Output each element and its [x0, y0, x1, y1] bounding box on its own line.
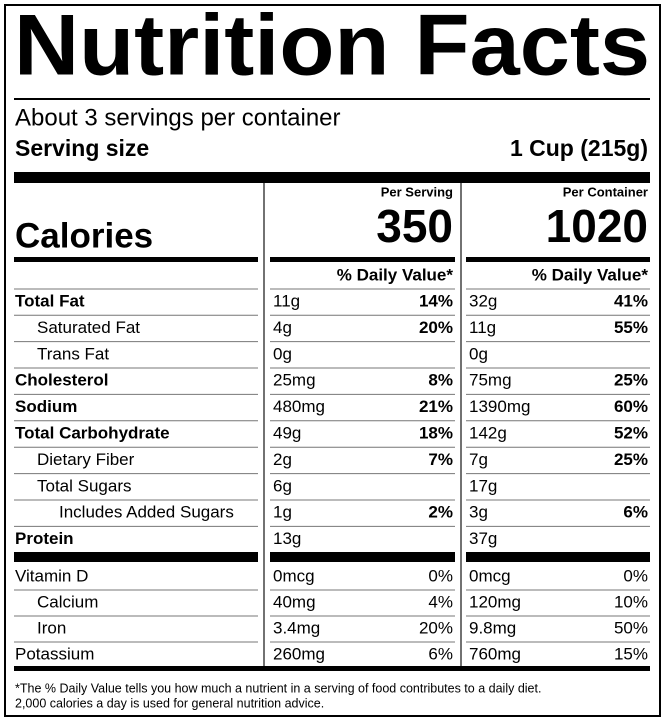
rule	[466, 257, 650, 262]
container-amount: 760mg	[469, 644, 521, 663]
serving-dv: 21%	[419, 397, 453, 416]
container-amount: 0mcg	[469, 566, 511, 585]
nutrient-name: Total Fat	[15, 291, 85, 310]
serving-amount: 2g	[273, 450, 292, 469]
serving-amount: 6g	[273, 476, 292, 495]
container-dv: 55%	[614, 318, 648, 337]
container-dv: 60%	[614, 397, 648, 416]
dv-header: % Daily Value*	[337, 265, 454, 284]
container-amount: 0g	[469, 344, 488, 363]
container-amount: 1390mg	[469, 397, 530, 416]
rule	[14, 666, 650, 671]
thick-rule	[270, 552, 455, 562]
calories-serving: 350	[376, 200, 453, 252]
container-dv: 50%	[614, 618, 648, 637]
container-amount: 17g	[469, 476, 497, 495]
container-dv: 25%	[614, 371, 648, 390]
serving-amount: 260mg	[273, 644, 325, 663]
footnote: 2,000 calories a day is used for general…	[15, 696, 324, 710]
serving-dv: 20%	[419, 318, 453, 337]
title: Nutrition Facts	[14, 0, 650, 94]
container-dv: 25%	[614, 450, 648, 469]
nutrient-name: Total Carbohydrate	[15, 423, 170, 442]
container-amount: 9.8mg	[469, 618, 516, 637]
serving-amount: 480mg	[273, 397, 325, 416]
container-amount: 75mg	[469, 371, 512, 390]
serving-size: 1 Cup (215g)	[510, 135, 648, 161]
nutrient-name: Potassium	[15, 644, 94, 663]
serving-amount: 49g	[273, 423, 301, 442]
container-dv: 52%	[614, 423, 648, 442]
serving-dv: 2%	[428, 503, 453, 522]
serving-size-label: Serving size	[15, 135, 149, 161]
serving-dv: 8%	[428, 371, 453, 390]
serving-dv: 14%	[419, 291, 453, 310]
serving-dv: 4%	[428, 592, 453, 611]
container-amount: 37g	[469, 529, 497, 548]
nutrient-name: Vitamin D	[15, 566, 88, 585]
nutrient-name: Dietary Fiber	[37, 450, 135, 469]
nutrient-name: Iron	[37, 618, 66, 637]
nutrient-name: Total Sugars	[37, 476, 132, 495]
thick-rule	[14, 172, 650, 183]
footnote: *The % Daily Value tells you how much a …	[15, 681, 541, 695]
container-amount: 11g	[469, 318, 496, 337]
per-serving-header: Per Serving	[381, 184, 453, 199]
container-amount: 142g	[469, 423, 507, 442]
serving-dv: 7%	[428, 450, 453, 469]
serving-dv: 6%	[428, 644, 453, 663]
per-container-header: Per Container	[563, 184, 648, 199]
container-dv: 0%	[623, 566, 648, 585]
container-amount: 120mg	[469, 592, 521, 611]
calories-label: Calories	[15, 216, 153, 255]
thick-rule	[14, 552, 258, 562]
container-amount: 3g	[469, 503, 488, 522]
rule	[270, 257, 455, 262]
label-border	[4, 4, 661, 717]
servings: About 3 servings per container	[15, 104, 341, 131]
nutrient-name: Protein	[15, 529, 74, 548]
serving-amount: 13g	[273, 529, 301, 548]
container-amount: 32g	[469, 291, 497, 310]
rule	[14, 98, 650, 100]
serving-dv: 20%	[419, 618, 453, 637]
nutrient-name: Sodium	[15, 397, 77, 416]
nutrient-name: Calcium	[37, 592, 98, 611]
serving-amount: 1g	[273, 503, 292, 522]
serving-amount: 4g	[273, 318, 292, 337]
serving-amount: 25mg	[273, 371, 316, 390]
serving-amount: 0mcg	[273, 566, 315, 585]
nutrient-name: Saturated Fat	[37, 318, 140, 337]
calories-container: 1020	[546, 200, 648, 252]
serving-amount: 40mg	[273, 592, 316, 611]
nutrient-name: Includes Added Sugars	[59, 503, 234, 522]
rule	[14, 257, 258, 262]
nutrient-name: Cholesterol	[15, 371, 109, 390]
serving-amount: 0g	[273, 344, 292, 363]
serving-amount: 3.4mg	[273, 618, 320, 637]
container-dv: 10%	[614, 592, 648, 611]
container-dv: 15%	[614, 644, 648, 663]
container-dv: 41%	[614, 291, 648, 310]
container-amount: 7g	[469, 450, 488, 469]
serving-dv: 0%	[428, 566, 453, 585]
nutrient-name: Trans Fat	[37, 344, 109, 363]
serving-amount: 11g	[273, 291, 300, 310]
dv-header: % Daily Value*	[532, 265, 649, 284]
container-dv: 6%	[623, 503, 648, 522]
serving-dv: 18%	[419, 423, 453, 442]
thick-rule	[466, 552, 650, 562]
